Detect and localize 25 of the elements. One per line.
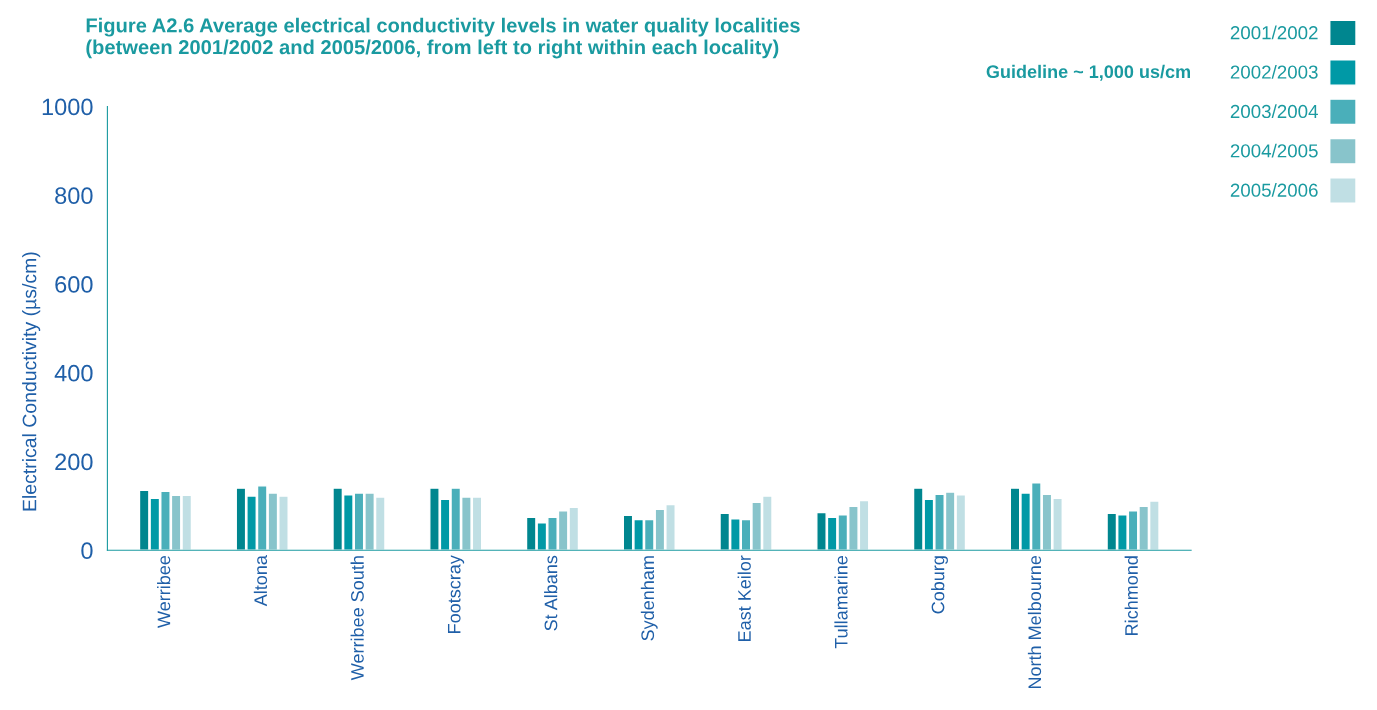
y-tick-label: 0: [81, 542, 93, 560]
x-tick-label: North Melbourne: [1027, 555, 1042, 689]
legend-label: 2002/2003: [1230, 64, 1318, 79]
x-tick-label: Altona: [253, 555, 268, 607]
x-tick-label: Footscray: [447, 555, 465, 633]
y-tick-label: 600: [55, 276, 93, 293]
x-tick-label: Tullamarine: [834, 555, 848, 649]
y-axis-title: Electrical Conductivity (µs/cm): [22, 252, 41, 511]
y-tick-label: 800: [55, 187, 93, 205]
y-tick-label: 1000: [42, 98, 93, 116]
x-tick-label: Richmond: [1124, 556, 1138, 635]
text: Guideline ~ 1,000 us/cm: [986, 64, 1190, 81]
legend-label: 2001/2002: [1230, 25, 1318, 40]
x-tick-label: Werribee South: [350, 556, 364, 681]
x-tick-label: St Albans: [544, 555, 558, 631]
x-tick-label: Sydenham: [640, 556, 658, 641]
legend-label: 2005/2006: [1230, 183, 1318, 197]
chart-title: Figure A2.6 Average electrical conductivity levels in water quality localities (between 2001/2002 and 2005/2006, from left to right within each locality): [86, 17, 800, 59]
x-tick-label: Werribee: [157, 555, 171, 628]
legend-label: 2003/2004: [1230, 104, 1318, 119]
legend-label: 2004/2005: [1230, 143, 1318, 158]
x-tick-label: Coburg: [931, 556, 948, 614]
y-tick-label: 400: [54, 364, 93, 382]
y-tick-label: 200: [55, 453, 93, 471]
x-tick-label: East Keilor: [737, 555, 751, 641]
